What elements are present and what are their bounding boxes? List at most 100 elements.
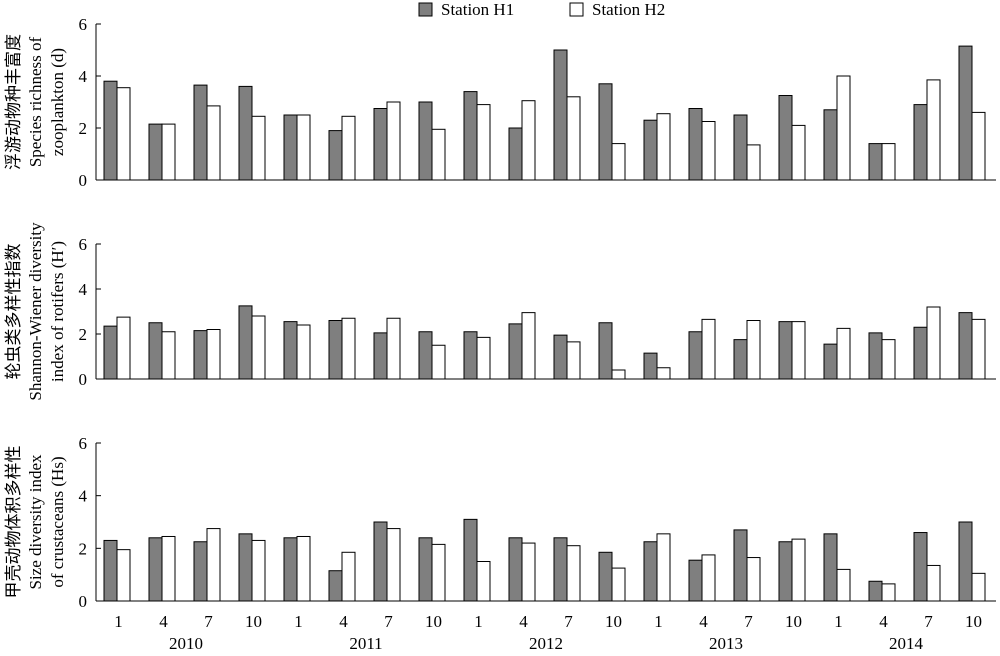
bar xyxy=(688,331,703,380)
bar xyxy=(971,111,986,181)
y-axis-title: Size diversity index xyxy=(26,454,45,590)
x-tick-label: 4 xyxy=(699,612,708,631)
y-tick-label: 6 xyxy=(79,15,88,34)
legend: Station H1 Station H2 xyxy=(418,0,665,19)
bar xyxy=(251,539,266,602)
bar xyxy=(193,541,208,602)
bar xyxy=(161,535,176,602)
bar xyxy=(656,113,671,181)
bar xyxy=(386,317,401,380)
bar xyxy=(193,84,208,181)
bar xyxy=(161,123,176,181)
bar xyxy=(688,108,703,181)
y-axis-title: Species richness of xyxy=(26,37,45,168)
bar xyxy=(148,537,163,602)
bar xyxy=(553,537,568,602)
y-axis-title: 轮虫类多样性指数 xyxy=(4,244,23,380)
x-tick-label: 7 xyxy=(204,612,213,631)
bar xyxy=(688,559,703,602)
bar xyxy=(373,108,388,181)
bar xyxy=(116,316,131,380)
x-tick-label: 1 xyxy=(654,612,663,631)
x-tick-label: 4 xyxy=(879,612,888,631)
x-tick-label: 7 xyxy=(744,612,753,631)
x-tick-label: 4 xyxy=(159,612,168,631)
bar xyxy=(598,551,613,602)
bar xyxy=(296,535,311,602)
bar xyxy=(926,306,941,380)
bar xyxy=(778,541,793,602)
bar xyxy=(643,352,658,380)
bar xyxy=(463,518,478,602)
x-tick-label: 1 xyxy=(834,612,843,631)
bar xyxy=(868,580,883,602)
y-axis-title: 甲壳动物体积多样性 xyxy=(4,446,23,599)
bar xyxy=(463,91,478,181)
bar xyxy=(521,100,536,181)
bar xyxy=(431,128,446,181)
bar xyxy=(643,119,658,181)
bar xyxy=(746,557,761,602)
bar xyxy=(971,318,986,380)
bar xyxy=(431,344,446,380)
bar xyxy=(611,369,626,380)
chart-panel: 0 2 4 6 甲壳动物体积多样性 Size diversity index of crus… xyxy=(4,434,996,611)
x-tick-label: 7 xyxy=(564,612,573,631)
bar xyxy=(328,570,343,602)
y-tick-label: 4 xyxy=(79,280,88,299)
bar xyxy=(836,75,851,181)
bar xyxy=(341,551,356,602)
bar xyxy=(553,334,568,380)
bar xyxy=(778,95,793,181)
bar xyxy=(193,330,208,380)
bar xyxy=(116,87,131,181)
bar xyxy=(251,315,266,380)
bar xyxy=(508,323,523,380)
bar xyxy=(386,101,401,181)
bar xyxy=(881,339,896,380)
bar xyxy=(868,332,883,380)
bar xyxy=(881,583,896,602)
bar xyxy=(746,144,761,181)
bar xyxy=(553,49,568,181)
bar xyxy=(418,537,433,602)
x-tick-label: 1 xyxy=(114,612,123,631)
bar xyxy=(881,143,896,181)
bar xyxy=(836,327,851,380)
bar xyxy=(206,105,221,181)
x-tick-label: 10 xyxy=(785,612,802,631)
y-tick-label: 6 xyxy=(79,235,88,254)
bar xyxy=(958,312,973,380)
bar xyxy=(958,521,973,602)
chart-panels: 0 2 4 6 浮游动物种丰富度 Species richness of zooplankt… xyxy=(4,15,996,611)
bar xyxy=(386,528,401,602)
bar xyxy=(971,572,986,602)
year-label: 2010 xyxy=(169,634,203,651)
bar xyxy=(791,321,806,380)
y-axis-title: 浮游动物种丰富度 xyxy=(4,34,23,170)
bar xyxy=(656,533,671,602)
bar xyxy=(823,109,838,181)
y-axis-title: of crustaceans (Hs) xyxy=(48,456,67,587)
bar xyxy=(116,549,131,602)
bar xyxy=(373,332,388,380)
bar xyxy=(926,79,941,181)
bar xyxy=(823,343,838,380)
x-tick-label: 10 xyxy=(245,612,262,631)
y-tick-label: 0 xyxy=(79,592,88,611)
bar xyxy=(328,320,343,380)
chart-panel: 0 2 4 6 浮游动物种丰富度 Species richness of zooplankt… xyxy=(4,15,996,190)
bar xyxy=(296,324,311,380)
bar xyxy=(733,529,748,602)
y-tick-label: 6 xyxy=(79,434,88,453)
bar xyxy=(418,331,433,380)
bar xyxy=(463,331,478,380)
y-tick-label: 4 xyxy=(79,487,88,506)
bar xyxy=(418,101,433,181)
x-tick-label: 1 xyxy=(294,612,303,631)
year-label: 2012 xyxy=(529,634,563,651)
bar xyxy=(733,114,748,181)
bar xyxy=(521,542,536,602)
bar xyxy=(868,143,883,181)
